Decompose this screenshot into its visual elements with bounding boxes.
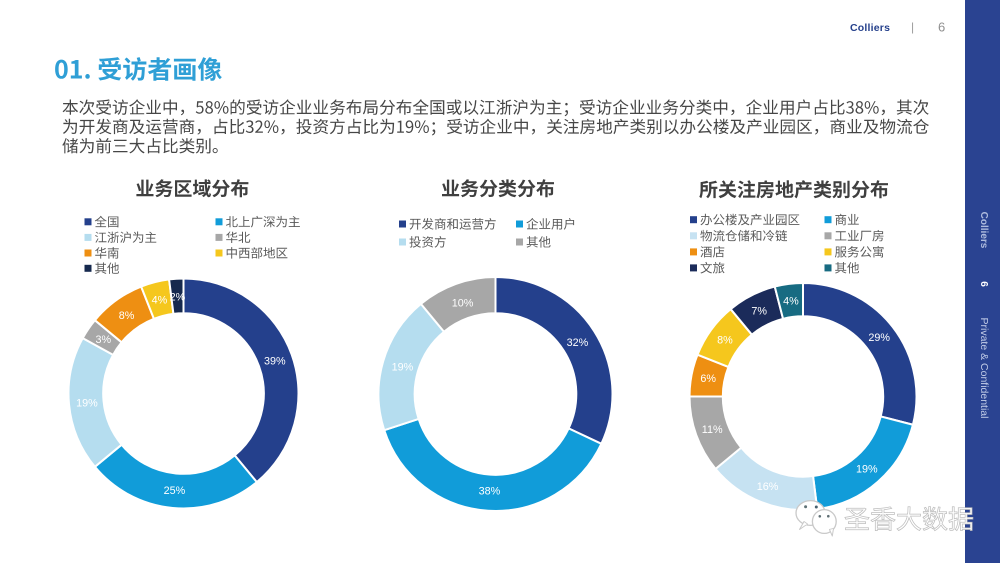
svg-text:2%: 2% bbox=[170, 292, 186, 304]
svg-text:6: 6 bbox=[978, 281, 989, 287]
svg-text:4%: 4% bbox=[152, 294, 168, 306]
svg-text:19%: 19% bbox=[856, 464, 878, 476]
svg-text:38%: 38% bbox=[479, 486, 501, 498]
svg-text:6: 6 bbox=[938, 20, 945, 35]
svg-text:19%: 19% bbox=[76, 397, 98, 409]
svg-text:29%: 29% bbox=[868, 332, 890, 344]
svg-text:3%: 3% bbox=[95, 334, 111, 346]
svg-text:Private & Confidential: Private & Confidential bbox=[978, 318, 990, 419]
svg-text:|: | bbox=[911, 20, 914, 34]
svg-text:39%: 39% bbox=[264, 355, 286, 367]
svg-text:11%: 11% bbox=[702, 424, 723, 436]
svg-text:4%: 4% bbox=[783, 296, 799, 308]
svg-text:16%: 16% bbox=[757, 481, 779, 493]
svg-text:Colliers: Colliers bbox=[850, 22, 890, 34]
svg-text:19%: 19% bbox=[392, 362, 414, 374]
svg-text:32%: 32% bbox=[567, 337, 589, 349]
svg-text:6%: 6% bbox=[700, 373, 716, 385]
svg-text:7%: 7% bbox=[751, 305, 767, 317]
svg-text:10%: 10% bbox=[452, 298, 474, 310]
svg-text:25%: 25% bbox=[164, 485, 186, 497]
svg-text:8%: 8% bbox=[717, 335, 733, 347]
svg-text:Colliers: Colliers bbox=[978, 212, 989, 249]
svg-text:8%: 8% bbox=[119, 310, 135, 322]
